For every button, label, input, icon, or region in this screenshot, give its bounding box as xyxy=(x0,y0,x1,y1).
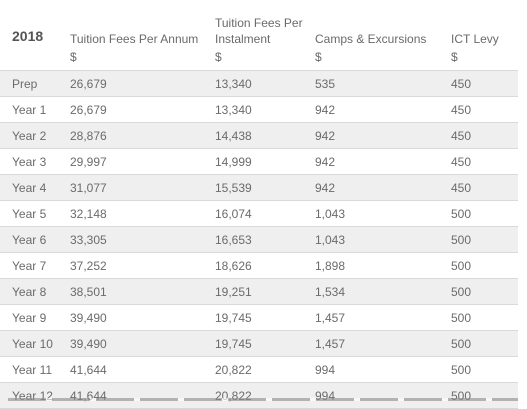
year-cell: Year 10 xyxy=(0,330,58,357)
year-cell: Year 11 xyxy=(0,356,58,383)
per-instalment-cell: 14,999 xyxy=(215,148,315,175)
year-cell: Year 5 xyxy=(0,200,58,227)
ict-levy-cell: 500 xyxy=(451,200,518,227)
column-unit: $ xyxy=(215,50,222,64)
per-instalment-cell: 13,340 xyxy=(215,96,315,123)
camps-cell: 1,534 xyxy=(315,278,451,305)
table-row: Year 9 39,490 19,745 1,457 500 xyxy=(0,304,518,331)
camps-cell: 942 xyxy=(315,96,451,123)
column-unit: $ xyxy=(315,50,322,64)
year-cell: Prep xyxy=(0,70,58,97)
per-annum-cell: 39,490 xyxy=(58,304,215,331)
fees-table-header: 2018 Tuition Fees Per Annum $ Tuition Fe… xyxy=(0,0,518,71)
footnote-cropped xyxy=(8,392,518,402)
ict-levy-cell: 500 xyxy=(451,304,518,331)
camps-cell: 994 xyxy=(315,356,451,383)
per-annum-cell: 39,490 xyxy=(58,330,215,357)
column-label: Tuition Fees Per Instalment xyxy=(215,16,303,46)
table-row: Year 4 31,077 15,539 942 450 xyxy=(0,174,518,201)
ict-levy-cell: 450 xyxy=(451,70,518,97)
per-annum-cell: 37,252 xyxy=(58,252,215,279)
camps-cell: 1,043 xyxy=(315,226,451,253)
ict-levy-cell: 450 xyxy=(451,174,518,201)
table-row: Prep 26,679 13,340 535 450 xyxy=(0,70,518,97)
per-annum-cell: 26,679 xyxy=(58,96,215,123)
year-cell: Year 7 xyxy=(0,252,58,279)
table-row: Year 10 39,490 19,745 1,457 500 xyxy=(0,330,518,357)
column-header-camps: Camps & Excursions $ xyxy=(315,0,451,71)
camps-cell: 1,457 xyxy=(315,304,451,331)
column-label: ICT Levy xyxy=(451,32,499,46)
year-cell: Year 8 xyxy=(0,278,58,305)
per-annum-cell: 33,305 xyxy=(58,226,215,253)
table-row: Year 1 26,679 13,340 942 450 xyxy=(0,96,518,123)
per-annum-cell: 28,876 xyxy=(58,122,215,149)
per-instalment-cell: 16,653 xyxy=(215,226,315,253)
camps-cell: 1,457 xyxy=(315,330,451,357)
per-instalment-cell: 16,074 xyxy=(215,200,315,227)
ict-levy-cell: 500 xyxy=(451,278,518,305)
table-row: Year 5 32,148 16,074 1,043 500 xyxy=(0,200,518,227)
year-cell: Year 9 xyxy=(0,304,58,331)
column-header-per-instalment: Tuition Fees Per Instalment $ xyxy=(215,0,315,71)
per-instalment-cell: 20,822 xyxy=(215,356,315,383)
per-instalment-cell: 15,539 xyxy=(215,174,315,201)
camps-cell: 942 xyxy=(315,148,451,175)
camps-cell: 942 xyxy=(315,122,451,149)
per-annum-cell: 41,644 xyxy=(58,356,215,383)
fees-table-body: Prep 26,679 13,340 535 450 Year 1 26,679 13,340… xyxy=(0,70,518,409)
table-row: Year 8 38,501 19,251 1,534 500 xyxy=(0,278,518,305)
column-unit: $ xyxy=(451,50,458,64)
per-annum-cell: 32,148 xyxy=(58,200,215,227)
per-instalment-cell: 19,745 xyxy=(215,330,315,357)
per-annum-cell: 29,997 xyxy=(58,148,215,175)
ict-levy-cell: 450 xyxy=(451,122,518,149)
table-row: Year 11 41,644 20,822 994 500 xyxy=(0,356,518,383)
ict-levy-cell: 450 xyxy=(451,96,518,123)
year-cell: Year 4 xyxy=(0,174,58,201)
ict-levy-cell: 500 xyxy=(451,226,518,253)
ict-levy-cell: 500 xyxy=(451,330,518,357)
camps-cell: 1,043 xyxy=(315,200,451,227)
ict-levy-cell: 500 xyxy=(451,356,518,383)
table-row: Year 7 37,252 18,626 1,898 500 xyxy=(0,252,518,279)
year-header: 2018 xyxy=(12,28,44,44)
per-instalment-cell: 18,626 xyxy=(215,252,315,279)
column-header-ict-levy: ICT Levy $ xyxy=(451,0,518,71)
camps-cell: 1,898 xyxy=(315,252,451,279)
camps-cell: 942 xyxy=(315,174,451,201)
ict-levy-cell: 450 xyxy=(451,148,518,175)
camps-cell: 535 xyxy=(315,70,451,97)
year-cell: Year 1 xyxy=(0,96,58,123)
year-cell: Year 3 xyxy=(0,148,58,175)
ict-levy-cell: 500 xyxy=(451,252,518,279)
table-row: Year 6 33,305 16,653 1,043 500 xyxy=(0,226,518,253)
column-header-per-annum: Tuition Fees Per Annum $ xyxy=(58,0,215,71)
table-row: Year 3 29,997 14,999 942 450 xyxy=(0,148,518,175)
per-annum-cell: 38,501 xyxy=(58,278,215,305)
per-instalment-cell: 19,251 xyxy=(215,278,315,305)
year-cell: Year 2 xyxy=(0,122,58,149)
column-label: Camps & Excursions xyxy=(315,32,427,46)
per-annum-cell: 31,077 xyxy=(58,174,215,201)
per-instalment-cell: 19,745 xyxy=(215,304,315,331)
column-unit: $ xyxy=(70,50,77,64)
per-instalment-cell: 13,340 xyxy=(215,70,315,97)
year-cell: Year 6 xyxy=(0,226,58,253)
per-instalment-cell: 14,438 xyxy=(215,122,315,149)
cropped-text-line xyxy=(8,398,518,401)
table-row: Year 2 28,876 14,438 942 450 xyxy=(0,122,518,149)
column-label: Tuition Fees Per Annum xyxy=(70,32,199,46)
per-annum-cell: 26,679 xyxy=(58,70,215,97)
